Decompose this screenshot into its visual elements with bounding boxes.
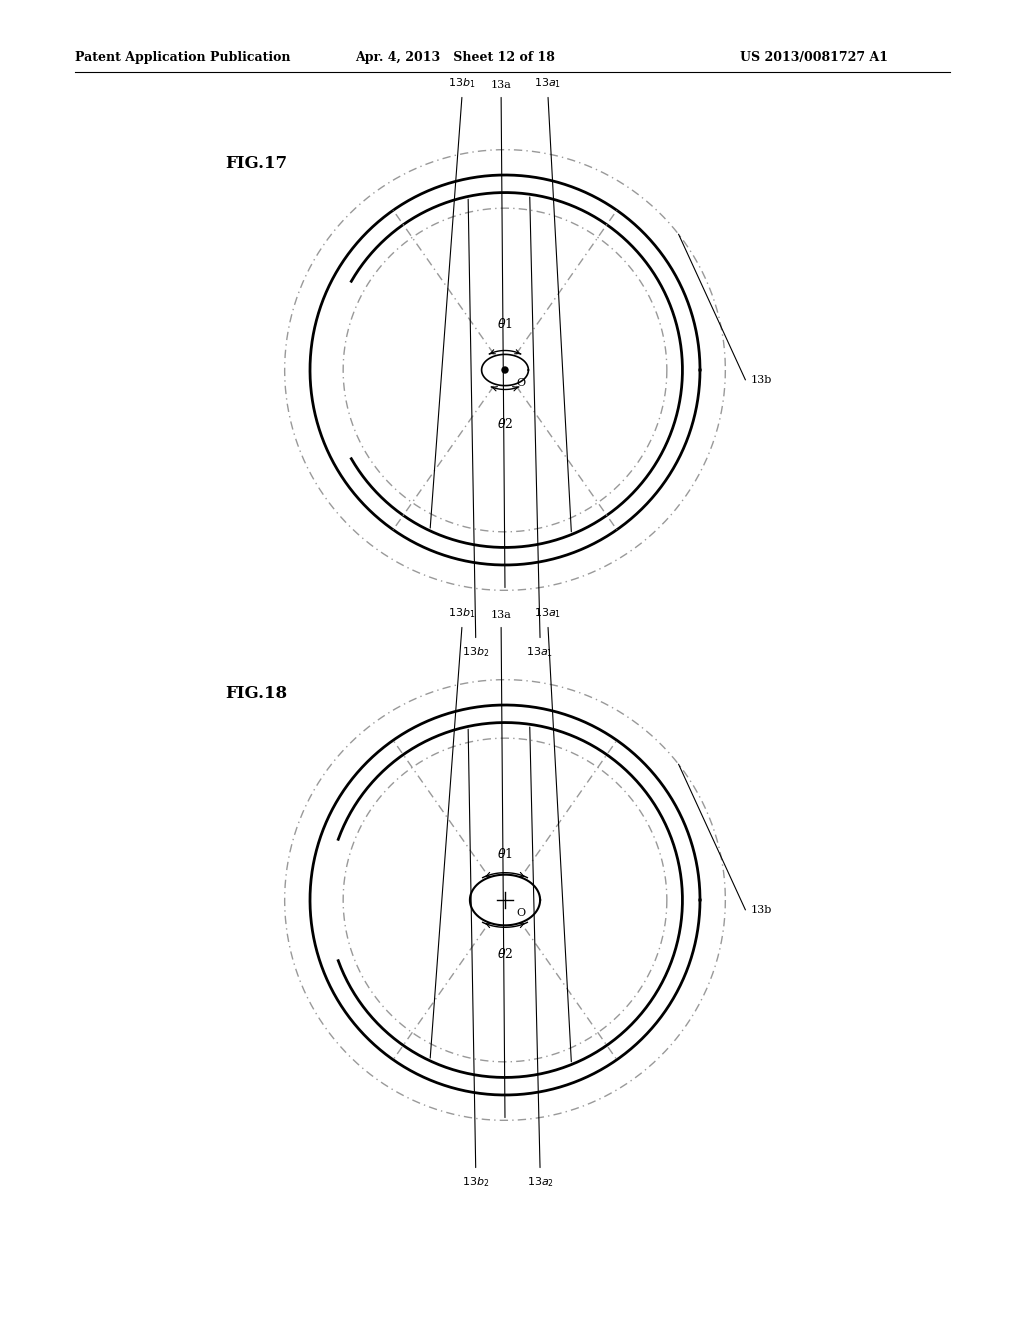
Text: $13a_1$: $13a_1$ — [535, 75, 561, 90]
Text: 13a: 13a — [490, 79, 512, 90]
Text: $13b_1$: $13b_1$ — [449, 75, 476, 90]
Text: $\theta$2: $\theta$2 — [497, 417, 513, 430]
Text: $\theta$1: $\theta$1 — [497, 317, 513, 331]
Text: $13a_2$: $13a_2$ — [526, 1175, 554, 1189]
Text: $\theta$2: $\theta$2 — [497, 946, 513, 961]
Text: $13a_1$: $13a_1$ — [526, 645, 554, 659]
Text: US 2013/0081727 A1: US 2013/0081727 A1 — [740, 51, 888, 65]
Text: FIG.18: FIG.18 — [225, 685, 287, 702]
Text: FIG.17: FIG.17 — [225, 154, 287, 172]
Text: $13b_2$: $13b_2$ — [462, 1175, 489, 1189]
Text: $13b_1$: $13b_1$ — [449, 606, 476, 619]
Text: $\theta$1: $\theta$1 — [497, 847, 513, 861]
Text: 13b: 13b — [751, 375, 772, 384]
Text: O: O — [517, 378, 526, 388]
Text: Apr. 4, 2013   Sheet 12 of 18: Apr. 4, 2013 Sheet 12 of 18 — [355, 51, 555, 65]
Text: Patent Application Publication: Patent Application Publication — [75, 51, 291, 65]
Text: $13b_2$: $13b_2$ — [462, 645, 489, 659]
Text: $13a_1$: $13a_1$ — [535, 606, 561, 619]
Text: 13a: 13a — [490, 610, 512, 619]
Circle shape — [502, 367, 508, 374]
Text: O: O — [517, 908, 526, 917]
Text: 13b: 13b — [751, 904, 772, 915]
